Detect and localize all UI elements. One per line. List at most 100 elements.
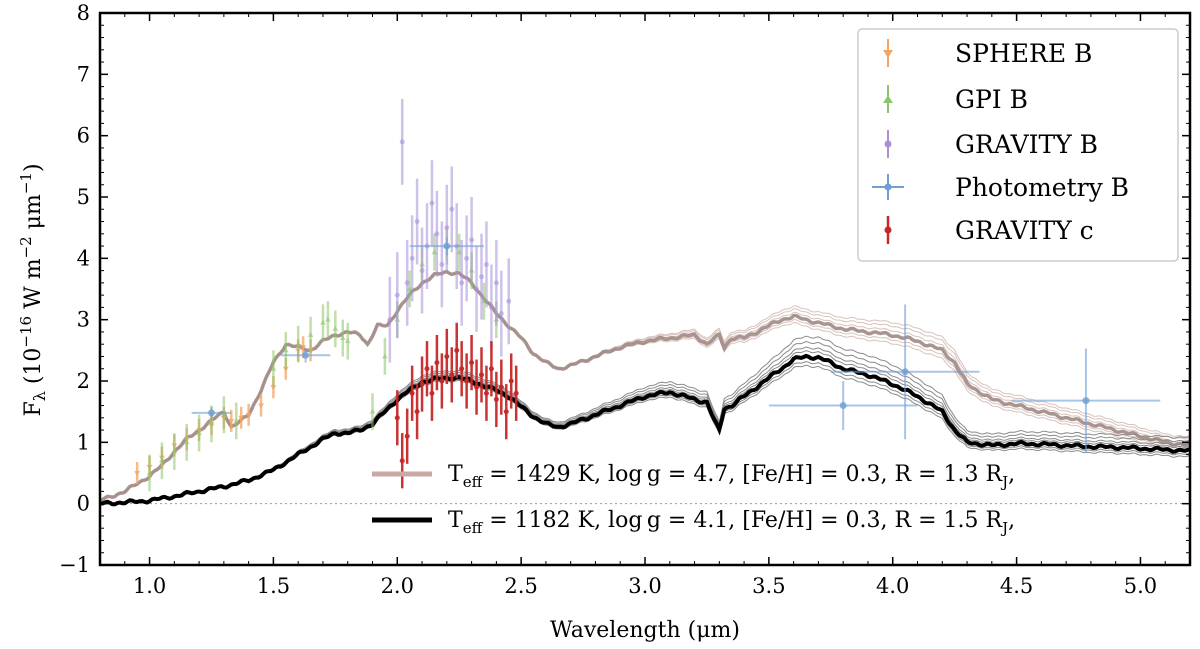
data-point bbox=[399, 139, 405, 145]
data-point bbox=[233, 417, 240, 423]
legend-label: Photometry B bbox=[955, 173, 1129, 202]
triangle-down-icon bbox=[883, 50, 893, 58]
legend-box bbox=[857, 28, 1179, 262]
x-tick-label: 2.0 bbox=[381, 574, 414, 598]
data-point bbox=[344, 338, 351, 344]
data-point bbox=[270, 385, 277, 391]
data-point bbox=[300, 345, 307, 351]
y-axis-ticks: −1 0 1 2 3 4 5 6 7 8 bbox=[59, 1, 1190, 577]
x-tick-label: 5.0 bbox=[1124, 574, 1157, 598]
data-point bbox=[429, 390, 435, 396]
y-axis-label: Fλ (10−16 W m−2 μm−1) bbox=[17, 163, 49, 416]
photometry-point bbox=[1082, 397, 1090, 405]
data-point bbox=[474, 286, 480, 292]
data-point bbox=[238, 415, 245, 421]
photometry-point bbox=[443, 242, 451, 250]
data-point bbox=[387, 317, 393, 323]
data-point bbox=[208, 420, 215, 426]
data-point bbox=[479, 372, 484, 378]
data-point bbox=[394, 292, 400, 298]
data-point bbox=[483, 390, 489, 396]
y-tick-label: 7 bbox=[77, 62, 90, 86]
y-tick-label: 4 bbox=[77, 246, 90, 270]
x-tick-label: 1.5 bbox=[257, 574, 290, 598]
x-tick-label: 4.0 bbox=[876, 574, 909, 598]
legend-entry-photometry: Photometry B bbox=[872, 173, 1129, 202]
data-point bbox=[459, 366, 465, 372]
data-point bbox=[399, 458, 405, 464]
legend-label: GRAVITY B bbox=[955, 130, 1098, 159]
legend: SPHERE B GPI B GRAVITY B Photometry B GR… bbox=[857, 28, 1179, 262]
y-tick-label: 1 bbox=[77, 430, 90, 454]
data-point bbox=[434, 360, 440, 366]
data-point bbox=[449, 206, 455, 212]
data-point bbox=[439, 261, 445, 267]
data-point bbox=[483, 261, 489, 267]
y-tick-label: 0 bbox=[77, 492, 90, 516]
data-point bbox=[429, 200, 435, 206]
data-point bbox=[183, 439, 190, 445]
x-axis-ticks: 1.0 1.5 2.0 2.5 3.0 3.5 4.0 4.5 5.0 bbox=[99, 13, 1191, 598]
legend-entry-gravity-c: GRAVITY c bbox=[884, 216, 1094, 245]
x-tick-label: 4.5 bbox=[1000, 574, 1033, 598]
data-point bbox=[493, 396, 499, 402]
y-tick-label: 8 bbox=[77, 1, 90, 25]
data-point bbox=[339, 335, 346, 341]
photometry-point bbox=[901, 368, 909, 376]
model-c-curves bbox=[100, 335, 1190, 507]
data-point bbox=[228, 418, 235, 424]
data-point bbox=[498, 384, 504, 390]
data-point bbox=[319, 319, 326, 325]
y-tick-label: 3 bbox=[77, 308, 90, 332]
data-point bbox=[454, 347, 460, 353]
photometry-point bbox=[302, 351, 310, 359]
x-tick-label: 3.0 bbox=[628, 574, 661, 598]
data-point bbox=[324, 316, 331, 322]
data-point bbox=[404, 433, 410, 439]
model-legend-entry-b: Teff = 1429 K, log g = 4.7, [Fe/H] = 0.3… bbox=[372, 462, 1015, 491]
data-point bbox=[282, 347, 289, 353]
data-point bbox=[394, 415, 400, 421]
data-point bbox=[508, 378, 514, 384]
data-point bbox=[498, 311, 504, 317]
model-c-label: Teff = 1182 K, log g = 4.1, [Fe/H] = 0.3… bbox=[448, 508, 1015, 537]
data-point bbox=[409, 390, 415, 396]
data-point bbox=[295, 341, 302, 347]
data-point bbox=[444, 353, 450, 359]
data-point bbox=[419, 381, 425, 387]
data-point bbox=[488, 366, 494, 372]
legend-label: GPI B bbox=[955, 85, 1028, 114]
data-point bbox=[282, 366, 289, 372]
circle-marker-icon bbox=[884, 140, 892, 148]
model-legend: Teff = 1429 K, log g = 4.7, [Fe/H] = 0.3… bbox=[372, 462, 1015, 537]
plot-area bbox=[100, 98, 1190, 507]
legend-label: SPHERE B bbox=[955, 39, 1092, 68]
data-point bbox=[474, 384, 480, 390]
data-point bbox=[220, 411, 227, 417]
legend-label: GRAVITY c bbox=[955, 216, 1094, 245]
x-tick-label: 1.0 bbox=[133, 574, 166, 598]
data-point bbox=[503, 409, 509, 415]
data-point bbox=[414, 219, 420, 225]
data-point bbox=[506, 298, 512, 304]
y-tick-label: 5 bbox=[77, 185, 90, 209]
data-point bbox=[434, 231, 440, 237]
data-point bbox=[414, 409, 420, 415]
data-point bbox=[469, 237, 475, 243]
data-point bbox=[488, 304, 494, 310]
x-tick-label: 3.5 bbox=[752, 574, 785, 598]
data-point bbox=[419, 268, 425, 274]
data-point bbox=[464, 378, 470, 384]
y-tick-label: 6 bbox=[77, 124, 90, 148]
x-axis-label: Wavelength (μm) bbox=[550, 618, 740, 643]
model-b-curves bbox=[100, 269, 1190, 503]
data-point bbox=[444, 225, 450, 231]
legend-entry-sphere: SPHERE B bbox=[883, 39, 1092, 68]
model-c-curve bbox=[100, 353, 1190, 507]
data-points bbox=[134, 98, 1161, 492]
data-point bbox=[404, 280, 410, 286]
data-point bbox=[134, 471, 141, 476]
data-point bbox=[381, 353, 388, 359]
data-point bbox=[424, 366, 430, 372]
